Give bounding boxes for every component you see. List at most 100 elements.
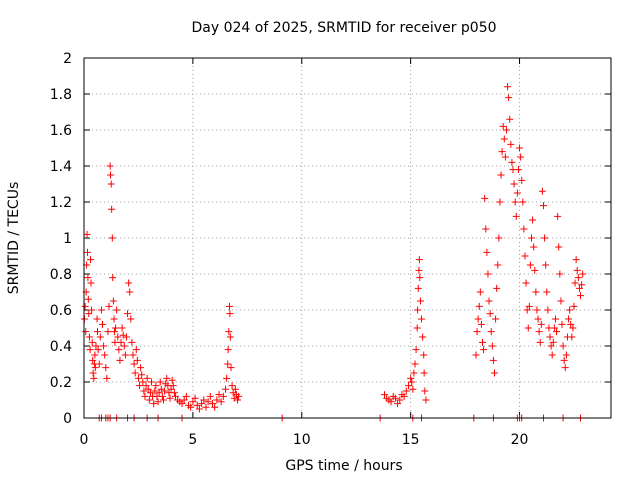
- data-point: [202, 403, 210, 411]
- x-axis-label: GPS time / hours: [285, 458, 402, 474]
- grid: [84, 58, 611, 418]
- data-point: [522, 279, 530, 287]
- data-point: [167, 385, 175, 393]
- data-point: [121, 351, 129, 359]
- data-point: [137, 364, 145, 372]
- chart-title: Day 024 of 2025, SRMTID for receiver p05…: [191, 20, 496, 36]
- data-point: [226, 310, 234, 318]
- data-point: [89, 369, 97, 377]
- data-point: [546, 333, 554, 341]
- data-point: [151, 387, 159, 395]
- data-point: [108, 234, 116, 242]
- data-point: [494, 261, 502, 269]
- data-point: [112, 324, 120, 332]
- data-point: [498, 148, 506, 156]
- data-point: [482, 225, 490, 233]
- data-point: [502, 126, 510, 134]
- x-tick-label: 15: [402, 432, 420, 448]
- data-point: [416, 274, 424, 282]
- data-point: [108, 205, 116, 213]
- data-point: [415, 256, 423, 264]
- data-point: [146, 389, 154, 397]
- data-point: [85, 310, 93, 318]
- data-point: [84, 274, 92, 282]
- data-point: [558, 320, 566, 328]
- data-point: [525, 302, 533, 310]
- data-point: [512, 212, 520, 220]
- data-point: [507, 140, 515, 148]
- data-point: [91, 364, 99, 372]
- data-point: [139, 378, 147, 386]
- data-point: [116, 356, 124, 364]
- data-point: [474, 315, 482, 323]
- data-point: [524, 324, 532, 332]
- data-point: [170, 389, 178, 397]
- data-point: [420, 369, 428, 377]
- data-point: [538, 187, 546, 195]
- data-point: [83, 230, 91, 238]
- data-point: [495, 234, 503, 242]
- data-point: [101, 351, 109, 359]
- data-point: [536, 338, 544, 346]
- y-tick-label: 0: [63, 411, 72, 427]
- data-point: [93, 315, 101, 323]
- data-point: [154, 398, 162, 406]
- data-point: [505, 94, 513, 102]
- y-axis-ticks: 0 0.2 0.4 0.6 0.8 1 1.2 1.4 1.6 1.8 2: [50, 51, 611, 427]
- data-point: [136, 382, 144, 390]
- data-point: [556, 270, 564, 278]
- data-point: [414, 306, 422, 314]
- data-point: [148, 378, 156, 386]
- data-point: [120, 342, 128, 350]
- data-point: [529, 216, 537, 224]
- data-point: [510, 180, 518, 188]
- data-point: [182, 392, 190, 400]
- data-point: [150, 400, 158, 408]
- data-point: [180, 396, 188, 404]
- data-point: [497, 171, 505, 179]
- data-point: [493, 284, 501, 292]
- data-point: [534, 315, 542, 323]
- data-point: [144, 385, 152, 393]
- data-point: [513, 189, 521, 197]
- data-point: [157, 385, 165, 393]
- data-point: [133, 356, 141, 364]
- data-point: [208, 400, 216, 408]
- y-tick-label: 2: [63, 51, 72, 67]
- data-point: [142, 382, 150, 390]
- data-point: [229, 389, 237, 397]
- data-point: [213, 396, 221, 404]
- data-point: [489, 356, 497, 364]
- data-point: [155, 389, 163, 397]
- data-point: [387, 398, 395, 406]
- data-point: [554, 212, 562, 220]
- data-point: [159, 396, 167, 404]
- y-tick-label: 0.2: [50, 375, 72, 391]
- data-point: [549, 338, 557, 346]
- data-point: [223, 374, 231, 382]
- data-point: [191, 394, 199, 402]
- data-point: [195, 405, 203, 413]
- data-point: [117, 338, 125, 346]
- data-point: [400, 392, 408, 400]
- data-point: [105, 302, 113, 310]
- data-point: [109, 274, 117, 282]
- data-point: [415, 266, 423, 274]
- data-point: [480, 346, 488, 354]
- data-point: [124, 310, 132, 318]
- data-point: [126, 288, 134, 296]
- data-point: [381, 391, 389, 399]
- data-point: [88, 306, 96, 314]
- data-point: [553, 328, 561, 336]
- y-tick-label: 1.8: [50, 87, 72, 103]
- data-point: [231, 385, 239, 393]
- plot-frame: [83, 57, 612, 419]
- data-point: [140, 387, 148, 395]
- data-point: [88, 338, 96, 346]
- data-point: [83, 248, 91, 256]
- data-point: [519, 198, 527, 206]
- data-point: [224, 360, 232, 368]
- data-point: [169, 382, 177, 390]
- data-point: [95, 360, 103, 368]
- data-point: [516, 144, 524, 152]
